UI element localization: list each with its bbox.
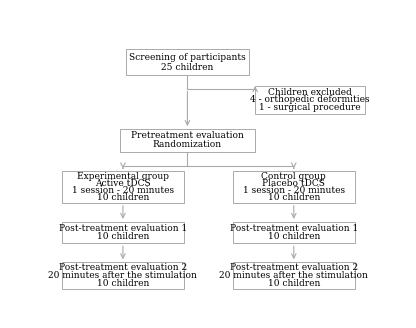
Text: 20 minutes after the stimulation: 20 minutes after the stimulation <box>219 271 368 280</box>
FancyBboxPatch shape <box>62 262 184 289</box>
Text: Active tDCS: Active tDCS <box>95 179 151 188</box>
FancyBboxPatch shape <box>255 86 365 114</box>
Text: Post-treatment evaluation 1: Post-treatment evaluation 1 <box>230 224 358 233</box>
Text: 4 - orthopedic deformities: 4 - orthopedic deformities <box>250 95 370 105</box>
Text: Placebo tDCS: Placebo tDCS <box>262 179 325 188</box>
FancyBboxPatch shape <box>62 171 184 203</box>
FancyBboxPatch shape <box>233 222 355 243</box>
Text: 10 children: 10 children <box>267 232 320 241</box>
Text: 10 children: 10 children <box>267 193 320 202</box>
FancyBboxPatch shape <box>62 222 184 243</box>
Text: Post-treatment evaluation 2: Post-treatment evaluation 2 <box>230 263 358 273</box>
Text: 1 session - 20 minutes: 1 session - 20 minutes <box>72 186 174 195</box>
FancyBboxPatch shape <box>126 50 249 75</box>
Text: 1 - surgical procedure: 1 - surgical procedure <box>259 103 361 113</box>
Text: 10 children: 10 children <box>97 193 149 202</box>
FancyBboxPatch shape <box>120 129 255 152</box>
Text: 1 session - 20 minutes: 1 session - 20 minutes <box>243 186 345 195</box>
Text: Children excluded: Children excluded <box>268 88 352 96</box>
Text: Screening of participants: Screening of participants <box>129 52 246 62</box>
Text: Experimental group: Experimental group <box>77 172 169 181</box>
Text: 10 children: 10 children <box>267 278 320 288</box>
Text: Post-treatment evaluation 2: Post-treatment evaluation 2 <box>59 263 187 273</box>
Text: Randomization: Randomization <box>153 140 222 150</box>
Text: Post-treatment evaluation 1: Post-treatment evaluation 1 <box>59 224 187 233</box>
Text: 25 children: 25 children <box>161 63 213 72</box>
FancyBboxPatch shape <box>233 262 355 289</box>
Text: Control group: Control group <box>261 172 326 181</box>
Text: 20 minutes after the stimulation: 20 minutes after the stimulation <box>49 271 197 280</box>
Text: 10 children: 10 children <box>97 232 149 241</box>
FancyBboxPatch shape <box>233 171 355 203</box>
Text: 10 children: 10 children <box>97 278 149 288</box>
Text: Pretreatment evaluation: Pretreatment evaluation <box>131 131 244 140</box>
